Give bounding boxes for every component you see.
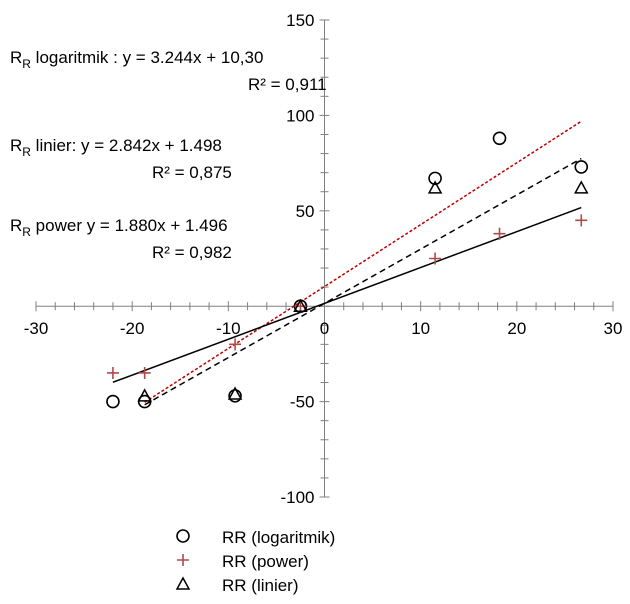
data-point: [574, 180, 589, 194]
data-point: [227, 386, 243, 400]
trendline-dotted: [144, 120, 582, 403]
legend-marker: [175, 576, 191, 590]
y-tick-label: 150: [286, 11, 314, 30]
r-squared-label: R² = 0,982: [152, 243, 232, 262]
x-tick-label: -10: [216, 319, 241, 338]
legend-item: RR (linier): [175, 576, 299, 595]
x-tick-label: 0: [320, 319, 329, 338]
data-points: [106, 131, 589, 409]
equation-label: RR linier: y = 2.842x + 1.498: [10, 136, 222, 159]
data-point: [229, 338, 242, 351]
x-tick-label: 30: [604, 319, 623, 338]
data-point: [106, 366, 119, 379]
trendline-solid: [112, 206, 582, 383]
x-tick-label: -30: [24, 319, 49, 338]
data-point: [228, 389, 242, 403]
legend-marker: [176, 529, 190, 543]
legend-label: RR (linier): [222, 576, 299, 595]
y-tick-label: 100: [286, 106, 314, 125]
y-tick-label: -100: [280, 488, 314, 507]
trendline-dashed: [144, 157, 582, 406]
data-point: [574, 160, 589, 174]
equation-label: RR logaritmik : y = 3.244x + 10,30: [10, 48, 263, 71]
data-point: [138, 366, 151, 379]
data-point: [137, 388, 152, 402]
series-1: [106, 214, 588, 379]
x-tick-label: -20: [120, 319, 145, 338]
trendlines: [112, 120, 582, 406]
equation-label: RR power y = 1.880x + 1.496: [10, 216, 228, 239]
r-squared-label: R² = 0,911: [248, 75, 327, 94]
data-point: [427, 180, 443, 194]
data-point: [429, 252, 442, 265]
legend: RR (logaritmik) RR (power) RR (linier): [175, 528, 335, 595]
x-tick-label: 20: [507, 319, 526, 338]
data-point: [293, 298, 308, 312]
legend-label: RR (power): [222, 552, 309, 571]
x-tick-label: 10: [411, 319, 430, 338]
legend-item: RR (power): [177, 552, 309, 571]
data-point: [575, 214, 588, 227]
y-tick-label: -50: [290, 393, 315, 412]
data-point: [492, 131, 507, 146]
equation-annotations: RR logaritmik : y = 3.244x + 10,30 R² = 0…: [10, 48, 327, 262]
series-2: [137, 180, 589, 402]
legend-marker: [177, 554, 189, 566]
legend-label: RR (logaritmik): [222, 528, 335, 547]
y-tick-label: 50: [296, 202, 315, 221]
legend-item: RR (logaritmik): [176, 528, 335, 547]
r-squared-label: R² = 0,875: [152, 163, 232, 182]
data-point: [493, 227, 506, 240]
data-point: [106, 394, 120, 409]
data-point: [428, 171, 442, 186]
